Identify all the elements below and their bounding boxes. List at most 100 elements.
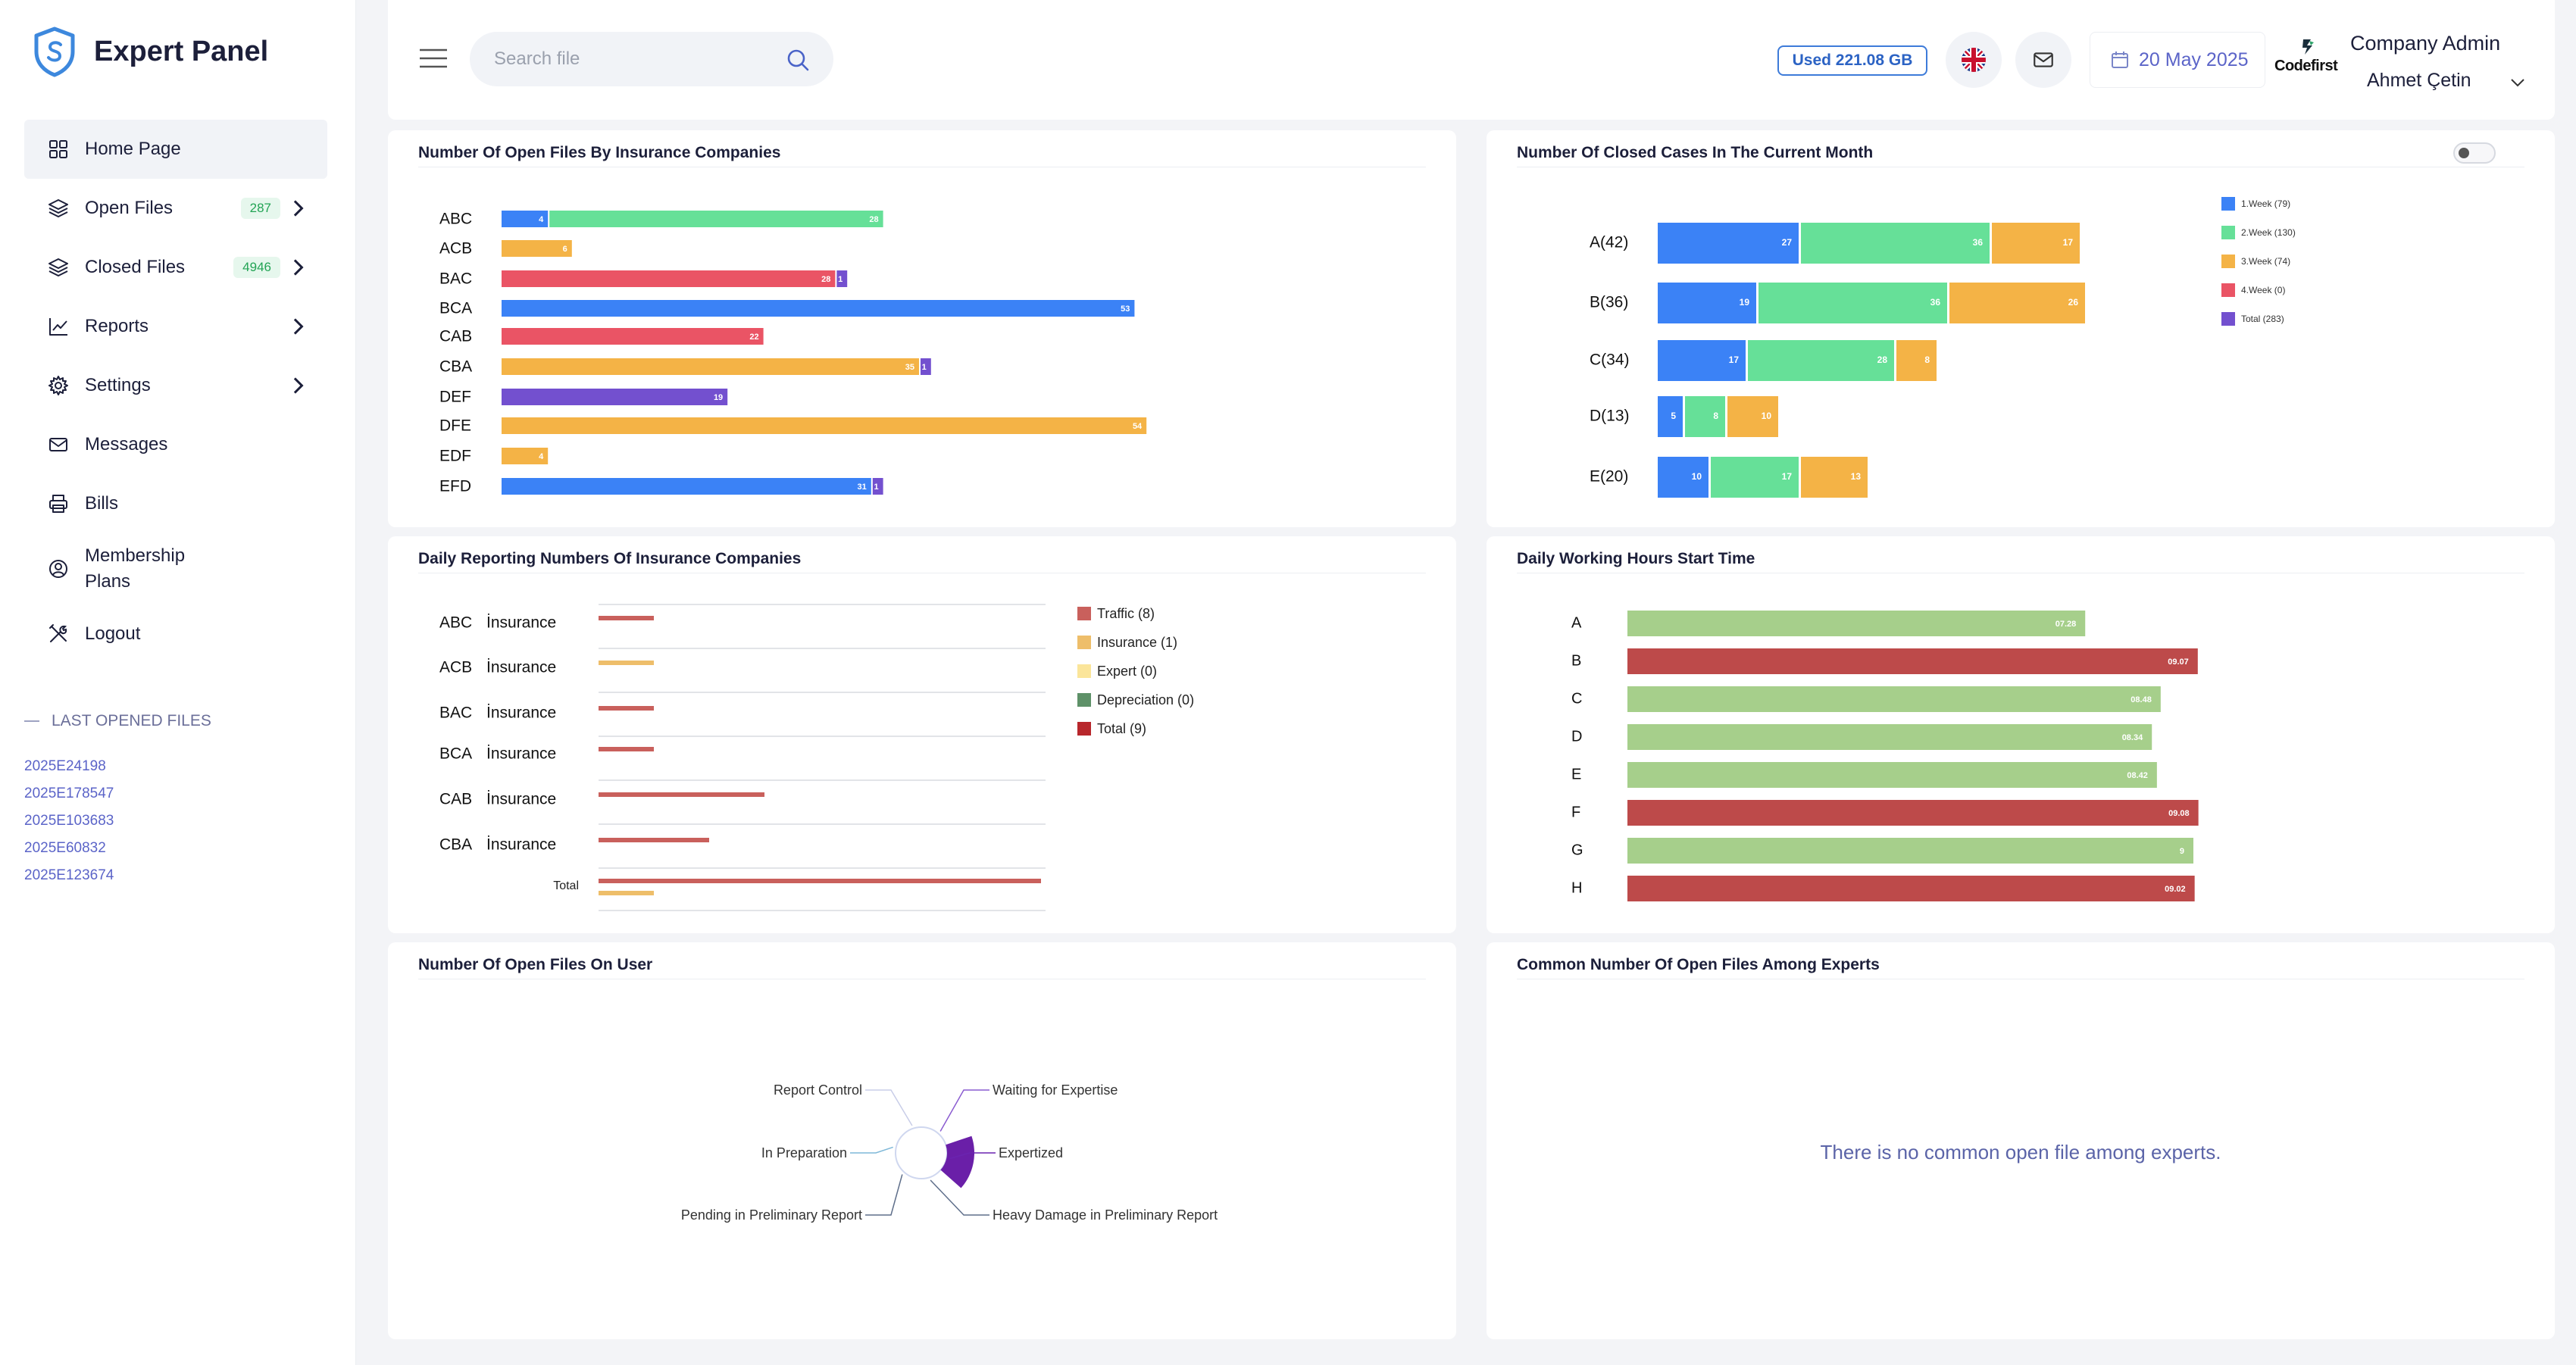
hamburger-menu-icon[interactable] <box>418 47 449 70</box>
sidebar-item-closed-files[interactable]: Closed Files 4946 <box>24 238 327 297</box>
category-sublabel: İnsurance <box>486 836 556 854</box>
chevron-down-icon[interactable] <box>2508 73 2528 92</box>
bar <box>599 792 764 797</box>
sidebar-item-bills[interactable]: Bills <box>24 474 327 533</box>
category-label: ACB <box>439 659 472 676</box>
sidebar-item-label: Logout <box>85 623 141 644</box>
data-label: 17 <box>1729 355 1740 365</box>
brand-logo: Codefirst <box>2274 36 2353 86</box>
legend-swatch <box>2221 255 2235 268</box>
bar-segment <box>549 211 883 227</box>
sidebar-item-home[interactable]: Home Page <box>24 120 327 179</box>
category-label: BCA <box>439 300 472 317</box>
category-label: EDF <box>439 448 471 465</box>
sidebar-item-label: Reports <box>85 316 149 336</box>
date-display[interactable]: 20 May 2025 <box>2090 32 2265 88</box>
category-label: B <box>1571 652 1581 669</box>
bar-segment <box>502 478 871 495</box>
sidebar-item-logout[interactable]: Logout <box>24 604 327 664</box>
chevron-right-icon <box>293 200 304 217</box>
user-name[interactable]: Ahmet Çetin <box>2367 70 2471 91</box>
bar <box>599 838 709 842</box>
bar <box>599 891 654 895</box>
search-icon[interactable] <box>785 47 811 73</box>
data-label: 28 <box>869 215 878 224</box>
data-label: 08.48 <box>2131 695 2152 704</box>
data-label: 35 <box>905 363 914 372</box>
card-title: Number Of Closed Cases In The Current Mo… <box>1517 144 1874 161</box>
bar-segment <box>502 328 764 345</box>
sidebar-item-label: Home Page <box>85 139 181 159</box>
bar-segment <box>502 389 728 405</box>
sidebar-item-label: Closed Files <box>85 257 186 277</box>
category-label: D(13) <box>1590 408 1630 425</box>
messages-button[interactable] <box>2015 32 2071 88</box>
slice-label: Pending in Preliminary Report <box>681 1207 862 1223</box>
sidebar-item-reports[interactable]: Reports <box>24 297 327 356</box>
empty-state-message: There is no common open file among exper… <box>1820 1141 2221 1164</box>
data-label: 09.07 <box>2168 658 2189 667</box>
bar-segment <box>1758 283 1947 323</box>
leader-line <box>865 1089 913 1126</box>
slice-label: Heavy Damage in Preliminary Report <box>993 1207 1218 1223</box>
category-label: C <box>1571 690 1582 707</box>
chart-line-icon <box>49 318 67 336</box>
category-label: D <box>1571 728 1582 745</box>
legend-label: 4.Week (0) <box>2241 285 2285 295</box>
common-open-files-card: Common Number Of Open Files Among Expert… <box>1487 942 2555 1339</box>
sidebar-item-membership-plans[interactable]: Membership Plans <box>24 533 327 604</box>
sidebar-item-label: Messages <box>85 434 168 454</box>
legend-label: Insurance (1) <box>1097 635 1177 650</box>
card-title: Daily Working Hours Start Time <box>1517 550 1755 567</box>
legend-label: Traffic (8) <box>1097 606 1155 621</box>
closed-cases-month-chart: A(42) 27 36 17 B(36) 19 36 26 C(34) 17 28 8 D(13) 5 8 1… <box>1590 197 2296 498</box>
bar-segment <box>921 358 931 375</box>
data-label: 8 <box>1713 411 1718 421</box>
leader-line <box>939 1089 989 1132</box>
last-opened-file-link[interactable]: 2025E123674 <box>24 867 114 883</box>
card-title: Number Of Open Files On User <box>418 956 653 973</box>
legend-label: 1.Week (79) <box>2241 198 2290 209</box>
center-ring <box>895 1126 948 1179</box>
category-sublabel: İnsurance <box>486 704 556 722</box>
last-opened-file-link[interactable]: 2025E103683 <box>24 813 114 829</box>
bar-segment <box>502 417 1147 434</box>
open-files-on-user-card: Number Of Open Files On User Waiting for… <box>388 942 1456 1339</box>
leader-line <box>865 1174 903 1216</box>
card-title: Daily Reporting Numbers Of Insurance Com… <box>418 550 802 567</box>
leader-line <box>850 1146 893 1154</box>
legend-swatch <box>2221 283 2235 297</box>
category-label: DEF <box>439 389 471 406</box>
sidebar-item-settings[interactable]: Settings <box>24 356 327 415</box>
chevron-right-icon <box>293 318 304 335</box>
bar-segment <box>502 300 1135 317</box>
category-label: ABC <box>439 211 472 228</box>
bar-segment <box>1658 223 1799 264</box>
bar-segment <box>1685 396 1725 437</box>
legend-swatch <box>1077 636 1091 649</box>
sidebar-item-open-files[interactable]: Open Files 287 <box>24 179 327 238</box>
working-hours-chart: A 07.28 B 09.07 C 08.48 D 08.34 E 08.42 F 09.08 G 9 H 0… <box>1571 611 2199 901</box>
legend-label: Expert (0) <box>1097 664 1157 679</box>
last-opened-files-title: LAST OPENED FILES <box>24 712 211 730</box>
data-label: 26 <box>2068 297 2079 308</box>
data-label: 17 <box>2063 237 2074 248</box>
chart-toggle-switch[interactable] <box>2453 142 2496 164</box>
sidebar-item-messages[interactable]: Messages <box>24 415 327 474</box>
bar-segment <box>1658 396 1683 437</box>
language-button[interactable] <box>1946 32 2002 88</box>
last-opened-file-link[interactable]: 2025E178547 <box>24 786 114 801</box>
last-opened-files-list: 2025E24198 2025E178547 2025E103683 2025E… <box>24 753 114 889</box>
bar-segment <box>1727 396 1778 437</box>
legend-swatch <box>1077 607 1091 620</box>
sidebar-item-label: Membership Plans <box>85 545 186 592</box>
category-label: DFE <box>439 417 471 435</box>
legend-label: Total (283) <box>2241 314 2284 324</box>
last-opened-file-link[interactable]: 2025E24198 <box>24 758 106 774</box>
last-opened-file-link[interactable]: 2025E60832 <box>24 840 106 856</box>
bar-segment <box>1711 457 1799 498</box>
app-logo[interactable]: Expert Panel <box>32 26 268 77</box>
category-label: CBA <box>439 358 472 376</box>
data-label: 1 <box>922 363 927 372</box>
search-input[interactable] <box>494 45 767 73</box>
